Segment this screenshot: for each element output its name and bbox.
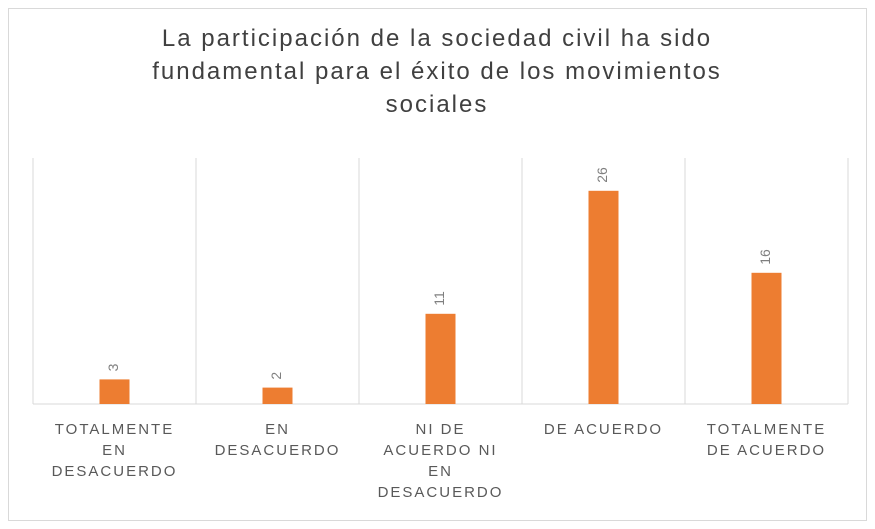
bar: [262, 387, 293, 404]
data-label: 3: [105, 363, 121, 371]
data-label: 26: [594, 167, 610, 183]
x-tick-label: TOTALMENTE EN DESACUERDO: [52, 421, 178, 480]
bar: [425, 313, 456, 404]
data-label: 11: [431, 291, 447, 306]
bar: [588, 190, 619, 404]
x-tick-label: NI DE ACUERDO NI EN DESACUERDO: [378, 421, 504, 501]
bar: [99, 379, 130, 404]
data-label: 2: [268, 372, 284, 380]
chart-title: La participación de la sociedad civil ha…: [152, 25, 722, 118]
x-tick-label: DE ACUERDO: [544, 421, 663, 438]
bar: [751, 272, 782, 404]
chart-border: [8, 8, 867, 521]
x-tick-label: EN DESACUERDO: [215, 421, 341, 459]
x-tick-label: TOTALMENTE DE ACUERDO: [707, 421, 826, 459]
data-label: 16: [757, 249, 773, 265]
